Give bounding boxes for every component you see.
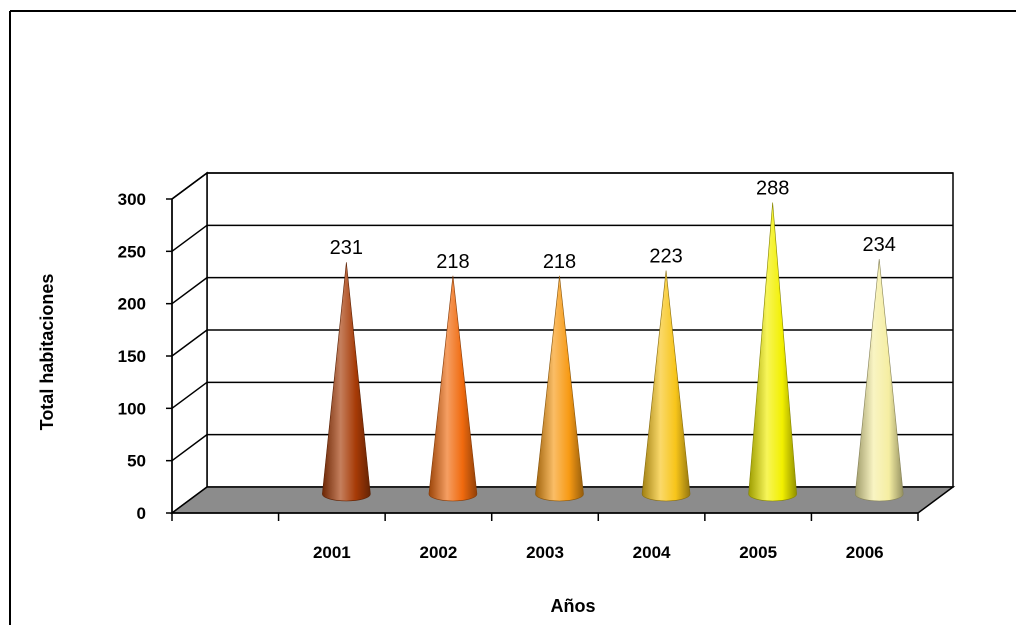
data-label-2006: 234 — [863, 234, 896, 256]
gridline — [171, 329, 953, 357]
x-tick-label: 2006 — [846, 543, 884, 562]
data-label-2005: 288 — [756, 178, 789, 200]
cone-body — [854, 259, 904, 502]
x-tick-label: 2004 — [633, 543, 671, 562]
y-tick-label: 200 — [118, 295, 146, 314]
y-tick-label: 150 — [118, 347, 146, 366]
gridline — [171, 276, 953, 305]
cone-series — [322, 202, 904, 502]
data-label-2004: 223 — [649, 246, 682, 268]
y-axis-title: Total habitaciones — [37, 274, 57, 431]
cone-body — [535, 275, 584, 502]
y-tick-label: 100 — [118, 399, 146, 418]
x-tick-label: 2003 — [526, 543, 564, 562]
data-label-2003: 218 — [543, 251, 576, 273]
cone-2001 — [322, 262, 371, 502]
cone-2004 — [641, 270, 691, 502]
x-tick-label: 2001 — [313, 543, 351, 562]
gridline — [171, 224, 953, 252]
x-tick-label: 2005 — [739, 543, 777, 562]
x-axis-ticks: 2001 2002 2003 2004 2005 2006 — [313, 543, 884, 562]
gridline — [171, 433, 953, 462]
data-label-2001: 231 — [330, 237, 363, 259]
y-tick-label: 50 — [127, 452, 146, 471]
x-axis-title: Años — [551, 596, 596, 616]
cone-body — [748, 202, 797, 502]
plot-area — [166, 171, 956, 521]
data-label-2002: 218 — [436, 251, 469, 273]
data-labels: 231 218 218 223 288 234 — [330, 178, 896, 273]
cone-body — [322, 262, 371, 502]
frame-border — [9, 10, 1016, 625]
cone-body — [641, 270, 691, 502]
y-tick-label: 250 — [118, 242, 146, 261]
x-tick-label: 2002 — [420, 543, 458, 562]
y-axis-ticks: 0 50 100 150 200 250 300 — [118, 190, 146, 523]
cone-2003 — [535, 275, 584, 502]
cone-2002 — [428, 275, 478, 502]
gridline — [171, 172, 953, 200]
cone-body — [428, 275, 478, 502]
gridline — [171, 381, 953, 409]
y-tick-label: 300 — [118, 190, 146, 209]
cone-2006 — [854, 259, 904, 502]
cone-2005 — [748, 202, 797, 502]
y-tick-label: 0 — [137, 504, 146, 523]
